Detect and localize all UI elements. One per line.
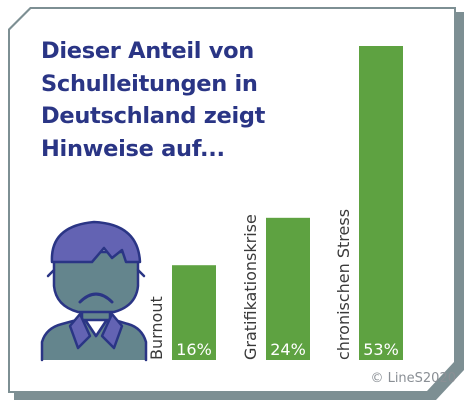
ear-right bbox=[136, 268, 146, 278]
mouth bbox=[78, 292, 114, 304]
bar-value-label-0: 16% bbox=[176, 340, 212, 359]
collar-right bbox=[100, 312, 124, 350]
bar-value-label-2: 53% bbox=[363, 340, 399, 359]
face bbox=[52, 250, 140, 314]
category-label-0: Burnout bbox=[147, 296, 166, 360]
bar-1 bbox=[266, 217, 310, 360]
sad-person-icon bbox=[40, 220, 148, 362]
bar-0 bbox=[172, 265, 216, 360]
copyright-notice: © LineS2020 bbox=[370, 371, 456, 386]
bar-2 bbox=[359, 46, 403, 360]
category-label-2: chronischen Stress bbox=[334, 209, 353, 360]
bar-value-label-1: 24% bbox=[270, 340, 306, 359]
collar bbox=[82, 316, 110, 338]
chart-title: Dieser Anteil von Schulleitungen in Deut… bbox=[41, 38, 266, 162]
ear-left bbox=[46, 268, 56, 278]
hair bbox=[50, 220, 142, 264]
category-label-1: Gratifikationskrise bbox=[241, 214, 260, 360]
bars: 16% Burnout 24% Gratifikationskrise 53% chron… bbox=[147, 46, 403, 360]
collar-left bbox=[68, 312, 92, 350]
